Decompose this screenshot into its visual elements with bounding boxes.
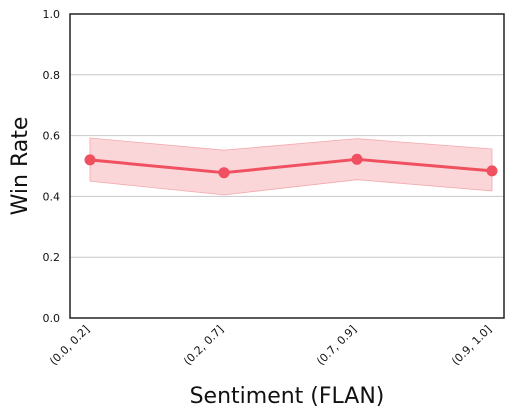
plot-frame [69, 13, 505, 319]
y-tick-label: 0.4 [43, 190, 61, 203]
x-tick-label: (0.2, 0.7] [181, 323, 226, 368]
data-point [84, 154, 96, 166]
y-tick-label: 0.8 [43, 69, 61, 82]
series-line [89, 157, 493, 175]
series-line-layer [89, 157, 493, 175]
data-point [486, 165, 498, 177]
data-points [84, 153, 498, 179]
y-axis-title: Win Rate [8, 117, 33, 216]
y-tick-labels: 0.0 0.2 0.4 0.6 0.8 1.0 [43, 8, 61, 325]
x-tick-label: (0.0, 0.2] [47, 323, 92, 368]
x-tick-label: (0.7, 0.9] [314, 323, 359, 368]
y-tick-label: 0.0 [43, 312, 61, 325]
data-point [218, 167, 230, 179]
y-tick-label: 0.6 [43, 130, 61, 143]
x-tick-labels: (0.0, 0.2] (0.2, 0.7] (0.7, 0.9] (0.9, 1.0] [47, 323, 494, 368]
x-axis-title: Sentiment (FLAN) [190, 384, 385, 409]
y-tick-label: 0.2 [43, 251, 61, 264]
x-tick-label: (0.9, 1.0] [449, 323, 494, 368]
grid-lines [70, 74, 504, 258]
data-point [351, 153, 363, 165]
y-tick-label: 1.0 [43, 8, 61, 21]
